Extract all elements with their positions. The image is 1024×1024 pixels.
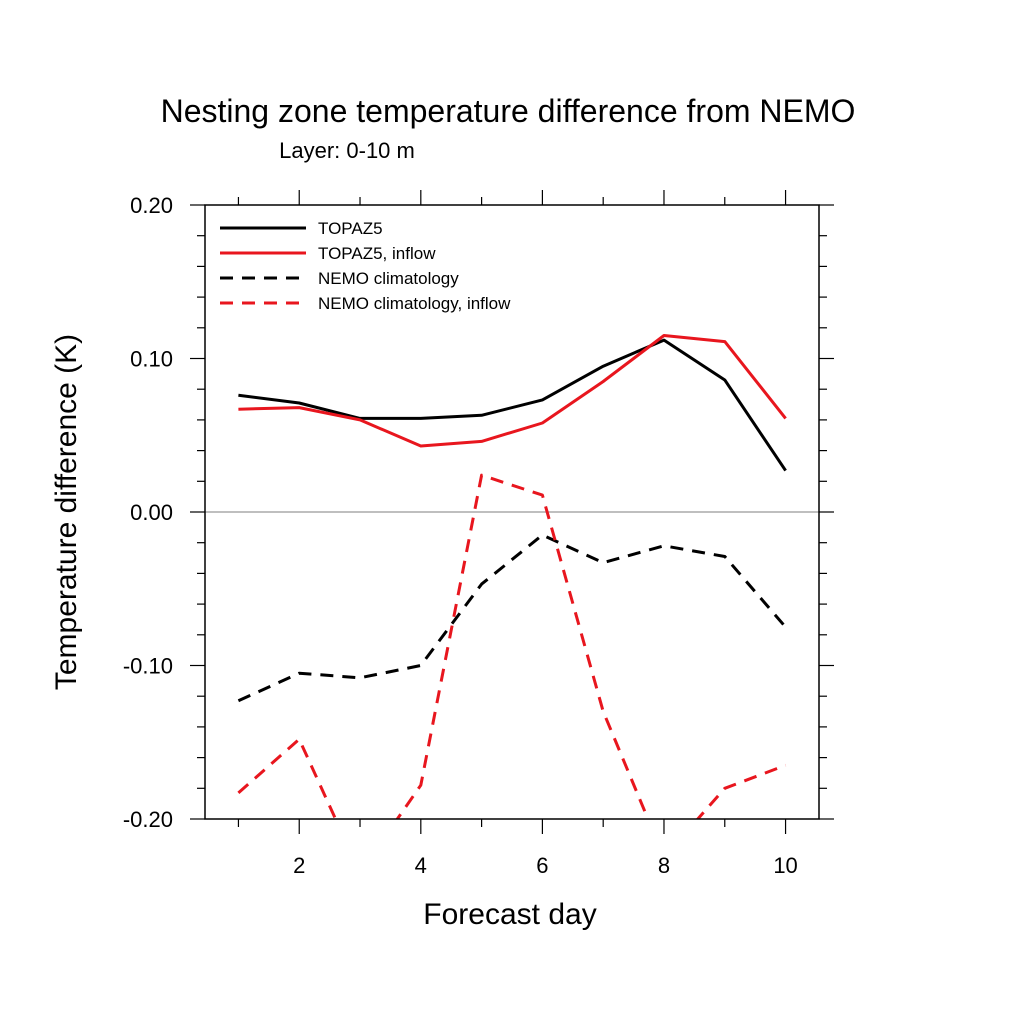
x-axis-label: Forecast day xyxy=(423,898,596,931)
y-tick-label: 0.20 xyxy=(130,193,173,218)
series-line-4 xyxy=(237,473,787,819)
y-tick-label: 0.00 xyxy=(130,500,173,525)
x-tick-label: 6 xyxy=(536,853,548,878)
legend-label-4: NEMO climatology, inflow xyxy=(318,294,511,313)
y-tick-label: -0.10 xyxy=(123,654,173,679)
y-tick-label: 0.10 xyxy=(130,347,173,372)
legend: TOPAZ5 TOPAZ5, inflow NEMO climatology NEMO… xyxy=(220,219,511,313)
chart-subtitle: Layer: 0-10 m xyxy=(279,138,415,163)
x-tick-label: 10 xyxy=(773,853,797,878)
y-tick-label: -0.20 xyxy=(123,807,173,832)
legend-label-2: TOPAZ5, inflow xyxy=(318,244,436,263)
y-axis-label: Temperature difference (K) xyxy=(50,334,83,690)
axes-layer xyxy=(190,190,834,834)
chart-title: Nesting zone temperature difference from… xyxy=(161,93,856,129)
x-tick-label: 8 xyxy=(658,853,670,878)
series-layer xyxy=(237,334,787,819)
x-tick-label: 4 xyxy=(415,853,427,878)
legend-label-1: TOPAZ5 xyxy=(318,219,383,238)
series-line-3 xyxy=(237,533,787,703)
tick-labels-layer: 2 4 6 8 10 -0.20 -0.10 0.00 0.10 0.20 xyxy=(123,193,798,878)
series-line-1 xyxy=(238,338,787,472)
x-tick-label: 2 xyxy=(293,853,305,878)
series-line-2 xyxy=(238,334,787,448)
legend-label-3: NEMO climatology xyxy=(318,269,459,288)
